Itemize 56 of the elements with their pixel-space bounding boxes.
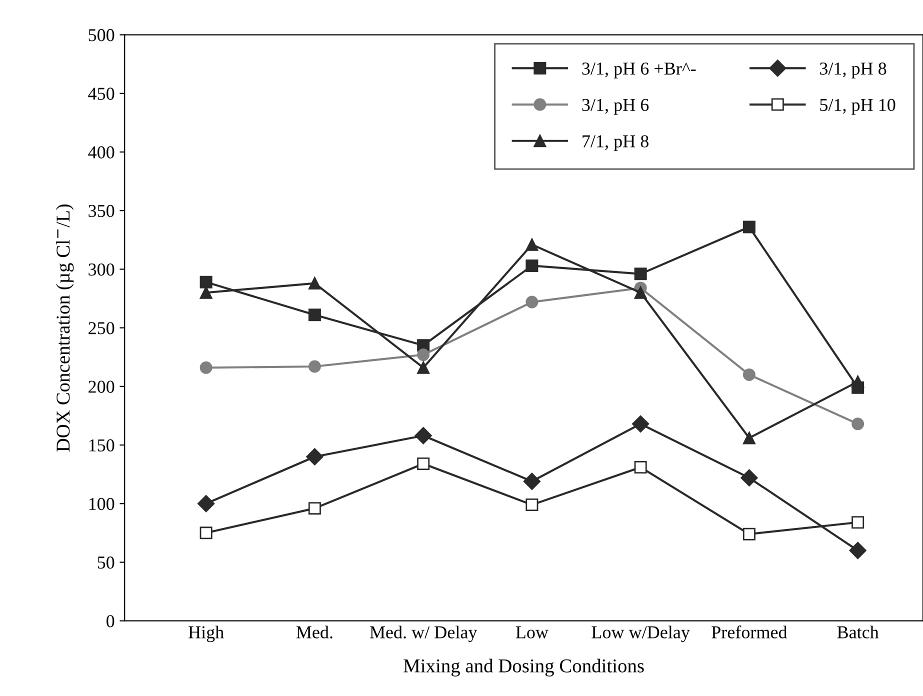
y-tick-label: 0 (106, 615, 114, 628)
point (417, 348, 430, 362)
x-tick-label: Low w/Delay (592, 626, 690, 642)
legend-label: 3/1, pH 6 (582, 98, 649, 115)
x-tick-label: High (188, 626, 224, 642)
x-tick-label: Low (516, 626, 548, 638)
legend-label: 5/1, pH 10 (820, 98, 896, 115)
x-tick-label: Batch (837, 626, 879, 638)
point (523, 472, 540, 490)
y-axis-title: DOX Concentration (µg Cl$^{−}$/L) (56, 204, 74, 452)
y-tick-label: 400 (88, 146, 114, 158)
point (632, 415, 650, 432)
point (200, 276, 212, 288)
point (852, 418, 864, 430)
point (200, 526, 212, 540)
point (742, 432, 756, 444)
point (852, 375, 864, 388)
point (198, 495, 215, 512)
point (526, 498, 538, 512)
point (200, 361, 212, 374)
legend-label: 3/1, pH 6 +Br^- (582, 62, 696, 78)
point (849, 542, 866, 560)
y-tick-label: 300 (88, 263, 114, 276)
point (414, 427, 432, 444)
point (742, 220, 756, 234)
point (634, 286, 647, 299)
point (634, 268, 647, 280)
y-tick-label: 150 (89, 439, 114, 452)
x-tick-label: Med. w/ Delay (370, 626, 478, 642)
x-axis-title: Mixing and Dosing Conditions (404, 658, 644, 676)
y-tick-label: 450 (88, 88, 114, 100)
y-tick-label: 500 (88, 29, 114, 42)
y-tick-label: 50 (98, 556, 114, 569)
point (742, 368, 756, 381)
y-tick-label: 250 (88, 322, 114, 334)
y-tick-label: 200 (88, 380, 114, 393)
legend-label: 7/1, pH 8 (582, 135, 648, 152)
point (308, 277, 321, 290)
point (742, 528, 756, 540)
point (308, 360, 321, 373)
legend-label: 3/1, pH 8 (820, 62, 886, 78)
point (740, 469, 758, 486)
point (417, 458, 430, 470)
point (306, 448, 324, 466)
y-tick-label: 100 (89, 498, 114, 510)
point (526, 238, 538, 251)
point (852, 516, 864, 529)
x-tick-label: Med. (296, 626, 332, 638)
point (308, 502, 321, 515)
point (526, 259, 538, 272)
y-tick-label: 350 (88, 204, 114, 218)
point (308, 308, 321, 322)
point (417, 361, 430, 374)
point (634, 461, 647, 474)
x-tick-label: Preformed (712, 626, 788, 638)
point (526, 296, 538, 308)
